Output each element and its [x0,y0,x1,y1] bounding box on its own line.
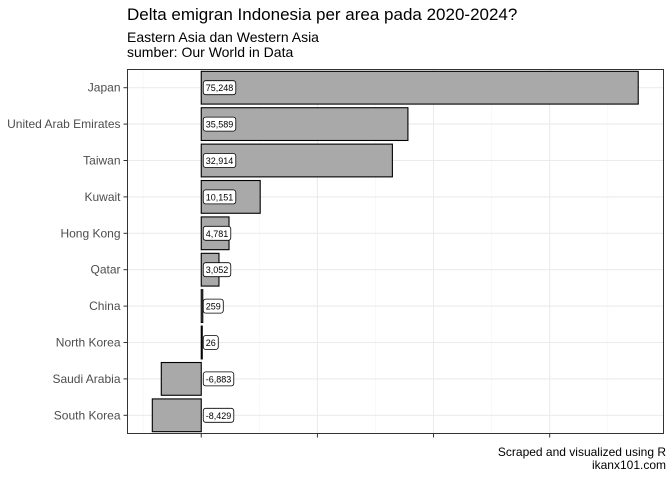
y-tick-label: Japan [88,81,121,95]
data-label-box [202,116,237,132]
data-label-8: -6,883 [202,371,235,387]
data-label-box [202,335,219,350]
y-tick-label: Hong Kong [60,226,120,240]
data-label-text: 10,151 [206,192,234,202]
data-label-box [202,262,232,278]
subtitle-source: sumber: Our World in Data [127,44,294,60]
data-label-3: 10,151 [202,189,237,205]
data-label-box [202,153,237,168]
bar-7 [200,325,203,360]
y-tick-label: Kuwait [84,190,121,204]
y-tick-label: Qatar [90,263,120,277]
data-label-box [202,189,237,205]
data-label-text: -8,429 [206,411,232,421]
chart-title: Delta emigran Indonesia per area pada 20… [127,5,518,24]
chart-subtitle: Eastern Asia dan Western Asia sumber: Ou… [127,30,319,60]
data-label-text: 3,052 [206,265,229,275]
caption-site: ikanx101.com [591,458,666,472]
bar-0 [200,70,639,105]
y-tick-label: North Korea [56,336,121,350]
y-tick-label: Saudi Arabia [52,372,120,386]
y-tick-label: Taiwan [83,154,120,168]
data-label-4: 4,781 [202,225,232,241]
y-tick-label: China [89,299,121,313]
axes: Japan United Arab Emirates Taiwan Kuwait Hon… [7,81,551,438]
data-label-box [202,298,224,314]
y-tick-label: United Arab Emirates [7,117,120,131]
data-label-box [202,80,237,96]
data-label-text: 75,248 [206,83,234,93]
data-label-text: 35,589 [206,120,234,130]
subtitle-region: Eastern Asia dan Western Asia [127,29,319,45]
data-label-2: 32,914 [202,153,237,168]
data-label-0: 75,248 [202,80,237,96]
data-label-6: 259 [202,298,224,314]
data-label-text: 259 [206,302,221,312]
data-label-text: 26 [206,338,216,348]
y-tick-label: South Korea [54,408,121,422]
chart-caption: Scraped and visualized using R ikanx101.… [498,446,666,472]
data-labels: 75,248 35,589 32,914 10,151 4,781 3,052 259 26 -… [202,80,237,423]
data-label-text: 4,781 [206,229,229,239]
data-label-box [202,225,232,241]
bar-8 [160,361,202,396]
data-label-text: 32,914 [206,156,234,166]
data-label-7: 26 [202,335,219,350]
data-label-5: 3,052 [202,262,232,278]
data-label-box [202,407,235,423]
caption-credit: Scraped and visualized using R [497,445,666,459]
bar-6 [200,289,204,324]
panel-border [127,69,664,434]
data-label-9: -8,429 [202,407,235,423]
bar-9 [151,398,202,433]
data-label-1: 35,589 [202,116,237,132]
data-label-box [202,371,235,387]
data-label-text: -6,883 [206,374,232,384]
